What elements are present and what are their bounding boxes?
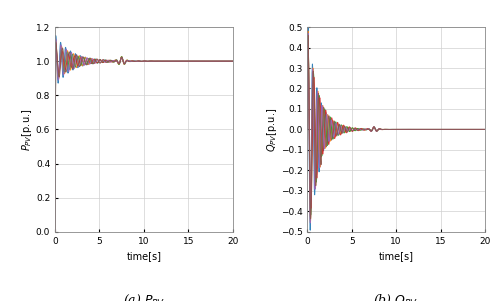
Y-axis label: $P_{PV}$[p.u.]: $P_{PV}$[p.u.] <box>20 108 34 150</box>
Text: (a) $P_{PV}$: (a) $P_{PV}$ <box>122 293 165 301</box>
X-axis label: time[s]: time[s] <box>378 251 414 261</box>
X-axis label: time[s]: time[s] <box>126 251 162 261</box>
Y-axis label: $Q_{PV}$[p.u.]: $Q_{PV}$[p.u.] <box>265 107 279 151</box>
Text: (b) $Q_{PV}$: (b) $Q_{PV}$ <box>374 293 419 301</box>
